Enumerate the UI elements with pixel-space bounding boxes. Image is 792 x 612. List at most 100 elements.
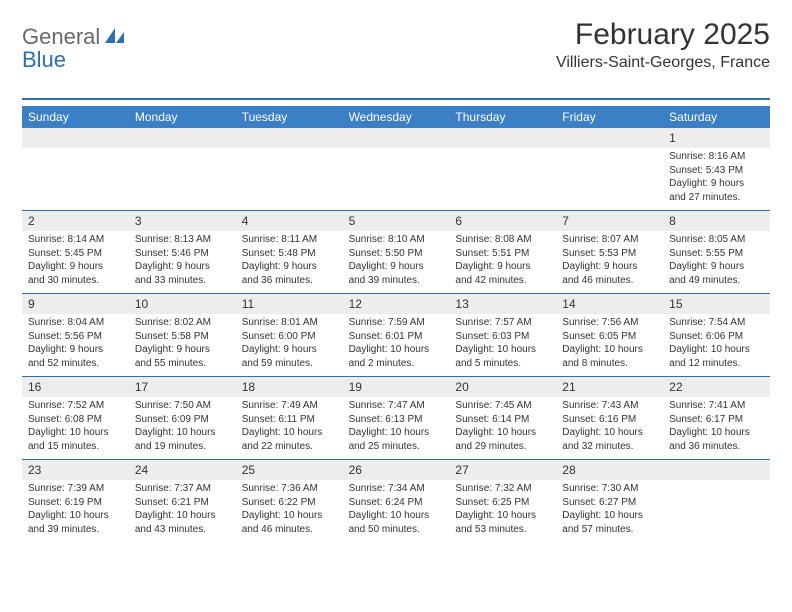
daylight-text-2: and 42 minutes. <box>455 274 550 288</box>
day-cell: Sunrise: 7:52 AMSunset: 6:08 PMDaylight:… <box>22 397 129 459</box>
day-number: 18 <box>236 377 343 397</box>
sunrise-text: Sunrise: 8:07 AM <box>562 233 657 247</box>
day-cell <box>343 148 450 210</box>
daylight-text-2: and 55 minutes. <box>135 357 230 371</box>
sunrise-text: Sunrise: 7:47 AM <box>349 399 444 413</box>
daylight-text-2: and 53 minutes. <box>455 523 550 537</box>
daylight-text-1: Daylight: 9 hours <box>562 260 657 274</box>
day-number: 20 <box>449 377 556 397</box>
sunrise-text: Sunrise: 8:05 AM <box>669 233 764 247</box>
day-number: 23 <box>22 460 129 480</box>
weekday-header: Sunday Monday Tuesday Wednesday Thursday… <box>22 106 770 128</box>
daylight-text-2: and 36 minutes. <box>669 440 764 454</box>
week-body-row: Sunrise: 8:04 AMSunset: 5:56 PMDaylight:… <box>22 314 770 376</box>
sunrise-text: Sunrise: 8:10 AM <box>349 233 444 247</box>
daylight-text-1: Daylight: 10 hours <box>562 426 657 440</box>
day-cell: Sunrise: 7:37 AMSunset: 6:21 PMDaylight:… <box>129 480 236 542</box>
daylight-text-1: Daylight: 10 hours <box>28 509 123 523</box>
daylight-text-1: Daylight: 10 hours <box>242 509 337 523</box>
day-cell: Sunrise: 8:13 AMSunset: 5:46 PMDaylight:… <box>129 231 236 293</box>
day-cell <box>22 148 129 210</box>
weekday-tue: Tuesday <box>236 106 343 128</box>
day-number: 14 <box>556 294 663 314</box>
daylight-text-1: Daylight: 9 hours <box>135 343 230 357</box>
daylight-text-1: Daylight: 9 hours <box>135 260 230 274</box>
sunrise-text: Sunrise: 7:30 AM <box>562 482 657 496</box>
daylight-text-2: and 43 minutes. <box>135 523 230 537</box>
sunrise-text: Sunrise: 7:34 AM <box>349 482 444 496</box>
day-number: 27 <box>449 460 556 480</box>
sunset-text: Sunset: 6:14 PM <box>455 413 550 427</box>
sunrise-text: Sunrise: 7:32 AM <box>455 482 550 496</box>
sunrise-text: Sunrise: 8:08 AM <box>455 233 550 247</box>
sunset-text: Sunset: 6:19 PM <box>28 496 123 510</box>
day-cell: Sunrise: 8:02 AMSunset: 5:58 PMDaylight:… <box>129 314 236 376</box>
sunset-text: Sunset: 5:56 PM <box>28 330 123 344</box>
calendar: Sunday Monday Tuesday Wednesday Thursday… <box>22 106 770 542</box>
daylight-text-2: and 12 minutes. <box>669 357 764 371</box>
day-number <box>236 128 343 148</box>
daylight-text-2: and 33 minutes. <box>135 274 230 288</box>
sunrise-text: Sunrise: 7:56 AM <box>562 316 657 330</box>
top-rule <box>22 98 770 100</box>
weekday-wed: Wednesday <box>343 106 450 128</box>
daylight-text-2: and 57 minutes. <box>562 523 657 537</box>
day-cell: Sunrise: 8:08 AMSunset: 5:51 PMDaylight:… <box>449 231 556 293</box>
daylight-text-1: Daylight: 10 hours <box>669 343 764 357</box>
daynum-row: 1 <box>22 128 770 148</box>
day-cell: Sunrise: 7:30 AMSunset: 6:27 PMDaylight:… <box>556 480 663 542</box>
day-number: 28 <box>556 460 663 480</box>
day-cell <box>556 148 663 210</box>
daylight-text-2: and 27 minutes. <box>669 191 764 205</box>
daylight-text-1: Daylight: 10 hours <box>562 509 657 523</box>
day-cell: Sunrise: 7:56 AMSunset: 6:05 PMDaylight:… <box>556 314 663 376</box>
day-number: 21 <box>556 377 663 397</box>
sunset-text: Sunset: 6:11 PM <box>242 413 337 427</box>
sunrise-text: Sunrise: 8:14 AM <box>28 233 123 247</box>
sunrise-text: Sunrise: 7:43 AM <box>562 399 657 413</box>
sunset-text: Sunset: 5:53 PM <box>562 247 657 261</box>
day-number: 19 <box>343 377 450 397</box>
sunset-text: Sunset: 5:46 PM <box>135 247 230 261</box>
sunset-text: Sunset: 5:55 PM <box>669 247 764 261</box>
daylight-text-1: Daylight: 10 hours <box>135 426 230 440</box>
daylight-text-1: Daylight: 10 hours <box>349 426 444 440</box>
day-number: 22 <box>663 377 770 397</box>
daylight-text-1: Daylight: 10 hours <box>349 343 444 357</box>
day-cell <box>236 148 343 210</box>
day-number <box>343 128 450 148</box>
day-cell: Sunrise: 8:16 AMSunset: 5:43 PMDaylight:… <box>663 148 770 210</box>
sunrise-text: Sunrise: 7:54 AM <box>669 316 764 330</box>
daylight-text-1: Daylight: 9 hours <box>242 260 337 274</box>
daylight-text-1: Daylight: 10 hours <box>455 426 550 440</box>
sunrise-text: Sunrise: 7:49 AM <box>242 399 337 413</box>
day-number <box>22 128 129 148</box>
day-number: 5 <box>343 211 450 231</box>
day-cell: Sunrise: 8:10 AMSunset: 5:50 PMDaylight:… <box>343 231 450 293</box>
day-number: 12 <box>343 294 450 314</box>
day-cell: Sunrise: 7:59 AMSunset: 6:01 PMDaylight:… <box>343 314 450 376</box>
sunset-text: Sunset: 5:50 PM <box>349 247 444 261</box>
sunset-text: Sunset: 6:05 PM <box>562 330 657 344</box>
day-cell: Sunrise: 8:04 AMSunset: 5:56 PMDaylight:… <box>22 314 129 376</box>
day-number: 9 <box>22 294 129 314</box>
sunset-text: Sunset: 6:22 PM <box>242 496 337 510</box>
sunrise-text: Sunrise: 8:02 AM <box>135 316 230 330</box>
sunrise-text: Sunrise: 7:57 AM <box>455 316 550 330</box>
daylight-text-2: and 30 minutes. <box>28 274 123 288</box>
day-number: 10 <box>129 294 236 314</box>
daylight-text-1: Daylight: 9 hours <box>349 260 444 274</box>
daylight-text-2: and 39 minutes. <box>349 274 444 288</box>
daylight-text-1: Daylight: 10 hours <box>135 509 230 523</box>
day-cell: Sunrise: 8:07 AMSunset: 5:53 PMDaylight:… <box>556 231 663 293</box>
sunset-text: Sunset: 5:48 PM <box>242 247 337 261</box>
day-cell: Sunrise: 7:43 AMSunset: 6:16 PMDaylight:… <box>556 397 663 459</box>
day-number: 4 <box>236 211 343 231</box>
daylight-text-2: and 5 minutes. <box>455 357 550 371</box>
title-block: February 2025 Villiers-Saint-Georges, Fr… <box>556 18 770 72</box>
day-cell: Sunrise: 8:05 AMSunset: 5:55 PMDaylight:… <box>663 231 770 293</box>
daylight-text-2: and 52 minutes. <box>28 357 123 371</box>
sunset-text: Sunset: 5:51 PM <box>455 247 550 261</box>
week-body-row: Sunrise: 8:14 AMSunset: 5:45 PMDaylight:… <box>22 231 770 293</box>
day-number: 26 <box>343 460 450 480</box>
